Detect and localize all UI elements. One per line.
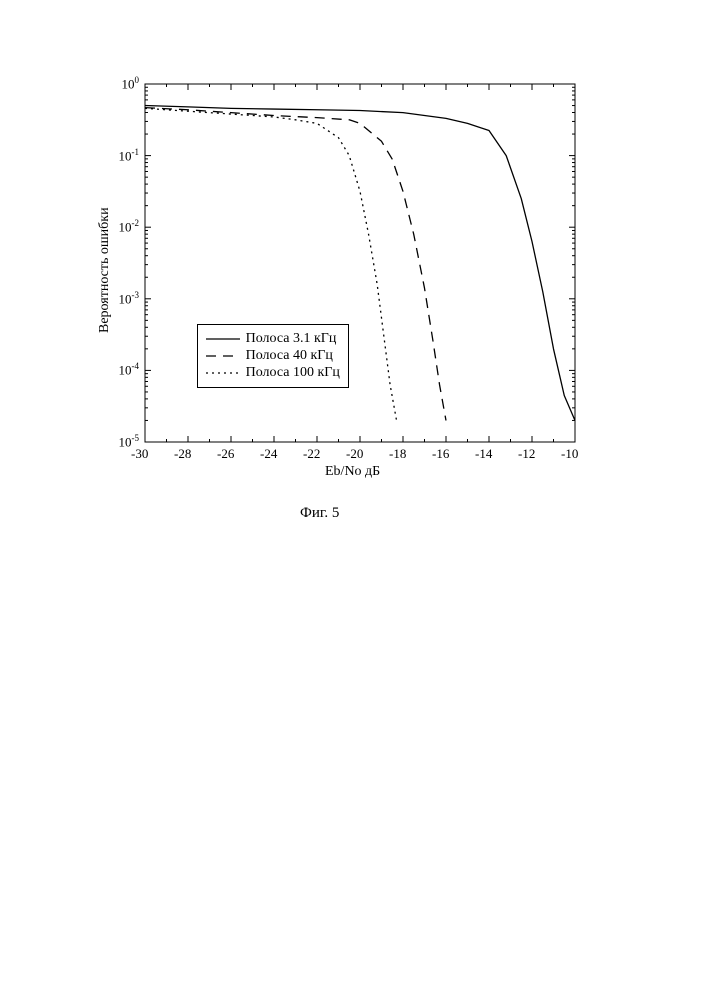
legend: Полоса 3.1 кГцПолоса 40 кГцПолоса 100 кГ… [197, 324, 349, 388]
legend-swatch [206, 332, 240, 346]
legend-item: Полоса 3.1 кГц [206, 331, 340, 347]
legend-item: Полоса 100 кГц [206, 365, 340, 381]
y-tick-label: 10-5 [119, 433, 140, 450]
legend-label: Полоса 40 кГц [246, 348, 333, 364]
y-tick-label: 10-4 [119, 361, 140, 378]
x-tick-label: -14 [475, 446, 492, 462]
y-tick-label: 10-1 [119, 147, 140, 164]
y-axis-label: Вероятность ошибки [97, 207, 113, 333]
x-tick-label: -28 [174, 446, 191, 462]
legend-swatch [206, 366, 240, 380]
x-tick-label: -16 [432, 446, 449, 462]
legend-item: Полоса 40 кГц [206, 348, 340, 364]
x-tick-label: -18 [389, 446, 406, 462]
x-tick-label: -20 [346, 446, 363, 462]
legend-swatch [206, 349, 240, 363]
y-tick-label: 10-2 [119, 218, 140, 235]
legend-label: Полоса 100 кГц [246, 365, 340, 381]
x-tick-label: -10 [561, 446, 578, 462]
x-axis-label: Eb/No дБ [325, 464, 380, 480]
y-tick-label: 100 [122, 75, 140, 92]
figure-caption: Фиг. 5 [300, 505, 339, 522]
legend-label: Полоса 3.1 кГц [246, 331, 337, 347]
x-tick-label: -12 [518, 446, 535, 462]
x-tick-label: -22 [303, 446, 320, 462]
y-tick-label: 10-3 [119, 290, 140, 307]
x-tick-label: -26 [217, 446, 234, 462]
x-tick-label: -24 [260, 446, 277, 462]
